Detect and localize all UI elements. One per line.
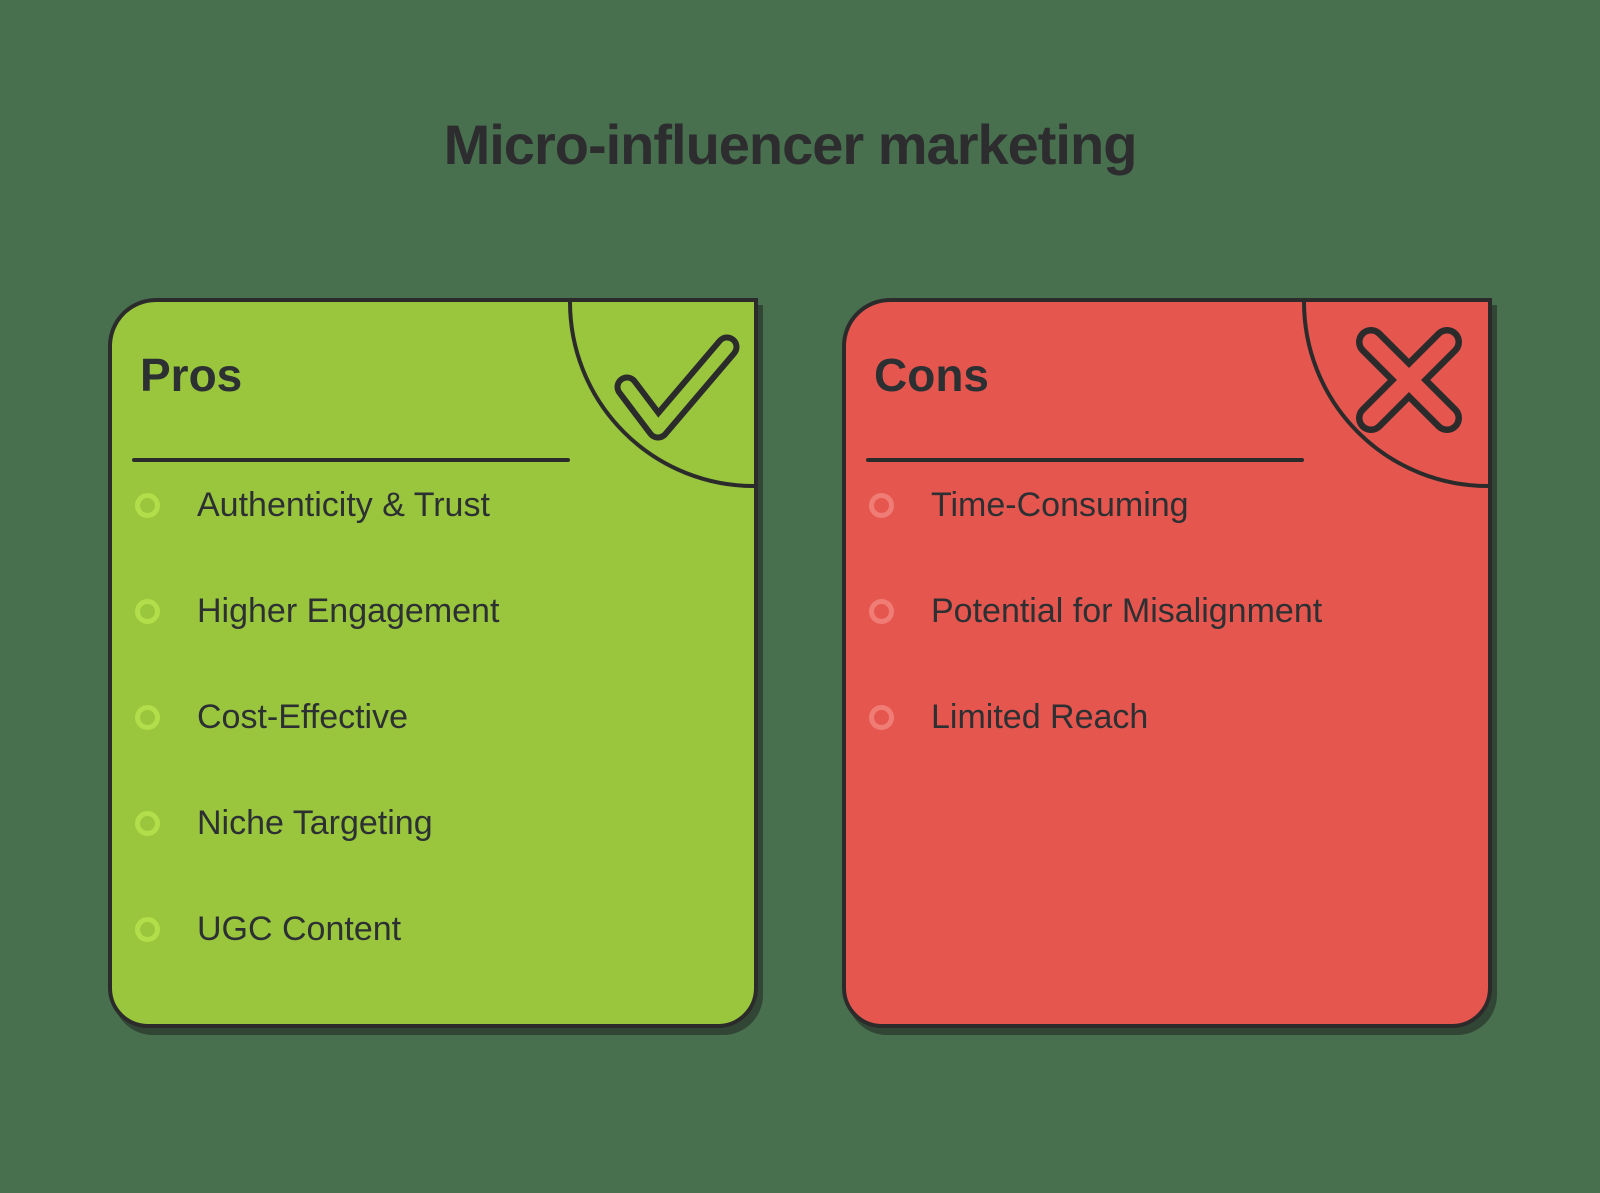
- list-item: Potential for Misalignment: [869, 558, 1322, 664]
- item-label: Niche Targeting: [197, 803, 433, 842]
- item-label: Higher Engagement: [197, 591, 500, 630]
- pros-list: Authenticity & Trust Higher Engagement Cos…: [135, 452, 499, 982]
- item-label: Authenticity & Trust: [197, 485, 490, 524]
- list-item: UGC Content: [135, 876, 499, 982]
- item-label: Cost-Effective: [197, 697, 409, 736]
- x-icon: [1356, 327, 1462, 433]
- corner-arc: [1302, 302, 1488, 488]
- cons-list: Time-Consuming Potential for Misalignment…: [869, 452, 1322, 770]
- cons-card: Cons Time-Consuming Potential for Misalig…: [842, 298, 1492, 1028]
- list-item: Higher Engagement: [135, 558, 499, 664]
- item-label: Time-Consuming: [931, 485, 1189, 524]
- pros-card: Pros Authenticity & Trust Higher Engageme…: [108, 298, 758, 1028]
- page-title: Micro-influencer marketing: [443, 113, 1138, 176]
- bullet-circle-icon: [869, 598, 894, 624]
- list-item: Time-Consuming: [869, 452, 1322, 558]
- bullet-circle-icon: [135, 492, 160, 518]
- divider: [866, 458, 1304, 462]
- list-item: Cost-Effective: [135, 664, 499, 770]
- item-label: Limited Reach: [931, 697, 1149, 736]
- bullet-circle-icon: [135, 598, 160, 624]
- bullet-circle-icon: [869, 704, 894, 730]
- card-title-cons: Cons: [874, 349, 989, 401]
- list-item: Niche Targeting: [135, 770, 499, 876]
- bullet-circle-icon: [135, 810, 160, 836]
- card-title-pros: Pros: [140, 349, 243, 401]
- list-item: Authenticity & Trust: [135, 452, 499, 558]
- list-item: Limited Reach: [869, 664, 1322, 770]
- bullet-circle-icon: [869, 492, 894, 518]
- item-label: UGC Content: [197, 909, 402, 948]
- item-label: Potential for Misalignment: [931, 591, 1323, 630]
- divider: [132, 458, 570, 462]
- bullet-circle-icon: [135, 704, 160, 730]
- bullet-circle-icon: [135, 916, 160, 942]
- corner-arc: [568, 302, 754, 488]
- check-icon: [614, 334, 740, 441]
